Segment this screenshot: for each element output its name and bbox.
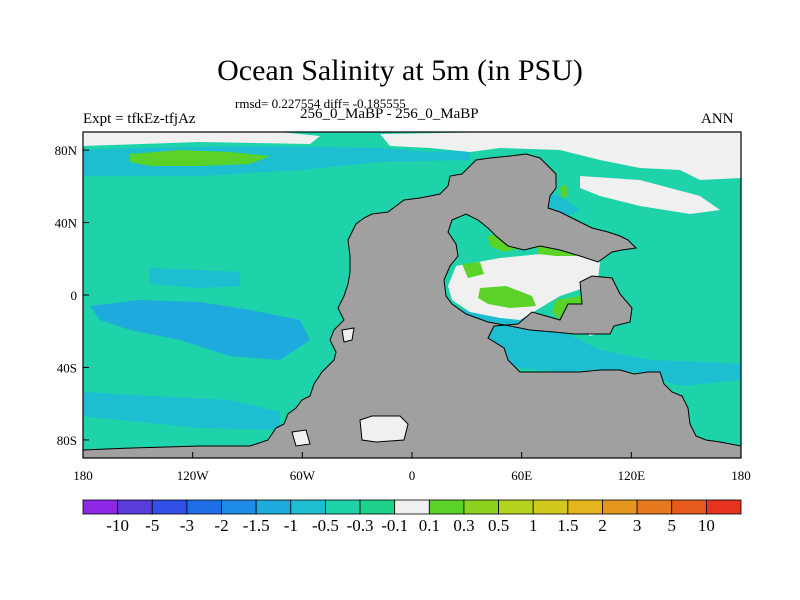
- colorbar-label: 1: [528, 516, 538, 535]
- cases-line: 256_0_MaBP - 256_0_MaBP: [300, 106, 479, 122]
- land: [82, 153, 742, 459]
- colorbar-swatch: [705, 499, 742, 515]
- season-label: ANN: [701, 111, 734, 127]
- colorbar-swatch: [359, 499, 396, 515]
- atlantic-green-mid: [478, 286, 536, 308]
- colorbar-swatch: [325, 499, 361, 515]
- colorbar-label: 0.3: [453, 516, 475, 535]
- colorbar-swatch: [221, 499, 257, 515]
- colorbar-label: -1.5: [242, 516, 270, 535]
- colorbar-label: 5: [667, 516, 676, 535]
- plot-title: Ocean Salinity at 5m (in PSU): [217, 54, 583, 87]
- y-tick-label: 80S: [57, 433, 77, 448]
- colorbar-label: -3: [179, 516, 194, 535]
- x-tick-label: 60E: [511, 468, 532, 483]
- colorbar-swatch: [498, 499, 534, 515]
- southern-ocean-band: [83, 392, 280, 430]
- colorbar-label: 0.5: [487, 516, 510, 535]
- x-tick-label: 120W: [177, 468, 210, 483]
- colorbar-label: -5: [145, 516, 160, 535]
- colorbar-label: -10: [106, 516, 129, 535]
- colorbar-label: 10: [697, 516, 715, 535]
- colorbar-swatch: [117, 499, 153, 515]
- colorbar-label: 3: [632, 516, 642, 535]
- y-tick-label: 40S: [57, 360, 77, 375]
- colorbar-label: -2: [214, 516, 229, 535]
- x-tick-label: 0: [409, 468, 416, 483]
- y-tick-label: 40N: [55, 216, 78, 231]
- y-tick-label: 80N: [55, 143, 78, 158]
- west-coast-white: [291, 429, 311, 447]
- small-white-inlet: [341, 327, 355, 343]
- inland-white-sea: [359, 415, 409, 443]
- x-axis-ticks: 180 120W 60W 0 60E 120E 180: [73, 452, 751, 483]
- colorbar-swatch: [186, 499, 222, 515]
- arctic-speck: [630, 232, 638, 240]
- colorbar-swatch: [567, 499, 603, 515]
- land-supercontinent: [82, 153, 742, 459]
- experiment-label: Expt = tfkEz-tfjAz: [83, 111, 196, 127]
- colorbar-swatch: [636, 499, 673, 515]
- colorbar-swatch: [290, 499, 326, 515]
- atlantic-white: [448, 252, 600, 320]
- colorbar-swatch: [151, 499, 188, 515]
- colorbar-swatch: [255, 499, 292, 515]
- colorbar-swatch: [671, 499, 707, 515]
- x-tick-label: 180: [731, 468, 751, 483]
- colorbar-label: 2: [598, 516, 607, 535]
- colorbar-label: 1.5: [557, 516, 579, 535]
- arctic-green: [130, 150, 270, 166]
- north-pacific-patch: [150, 268, 240, 288]
- arctic-white-west: [83, 132, 320, 146]
- south-pacific-blue: [90, 300, 310, 360]
- atlantic-green-west: [462, 262, 484, 278]
- near-zero-regions: [83, 132, 741, 402]
- arctic-white-lobe: [580, 176, 720, 214]
- x-tick-label: 120E: [618, 468, 646, 483]
- arctic-green-speck: [560, 184, 568, 198]
- y-tick-label: 0: [71, 288, 78, 303]
- arctic-white-east: [380, 132, 741, 180]
- colorbar-label: -0.5: [311, 516, 339, 535]
- colorbar-label: -1: [283, 516, 298, 535]
- stats-line: rmsd= 0.227554 diff= -0.185555: [235, 96, 406, 111]
- colorbar-label: -0.1: [381, 516, 409, 535]
- colorbar-swatch: [532, 499, 569, 515]
- colorbar-label: 0.1: [418, 516, 440, 535]
- colorbar-swatch: [463, 499, 499, 515]
- colorbar-swatch: [394, 499, 430, 515]
- x-tick-label: 180: [73, 468, 93, 483]
- colorbar-swatch: [602, 499, 638, 515]
- y-axis-ticks: 80N 40N 0 40S 80S: [55, 143, 89, 448]
- colorbar-label: -0.3: [346, 516, 374, 535]
- colorbar-swatch: [428, 499, 465, 515]
- colorbar-swatch: [82, 499, 119, 515]
- x-tick-label: 60W: [290, 468, 316, 483]
